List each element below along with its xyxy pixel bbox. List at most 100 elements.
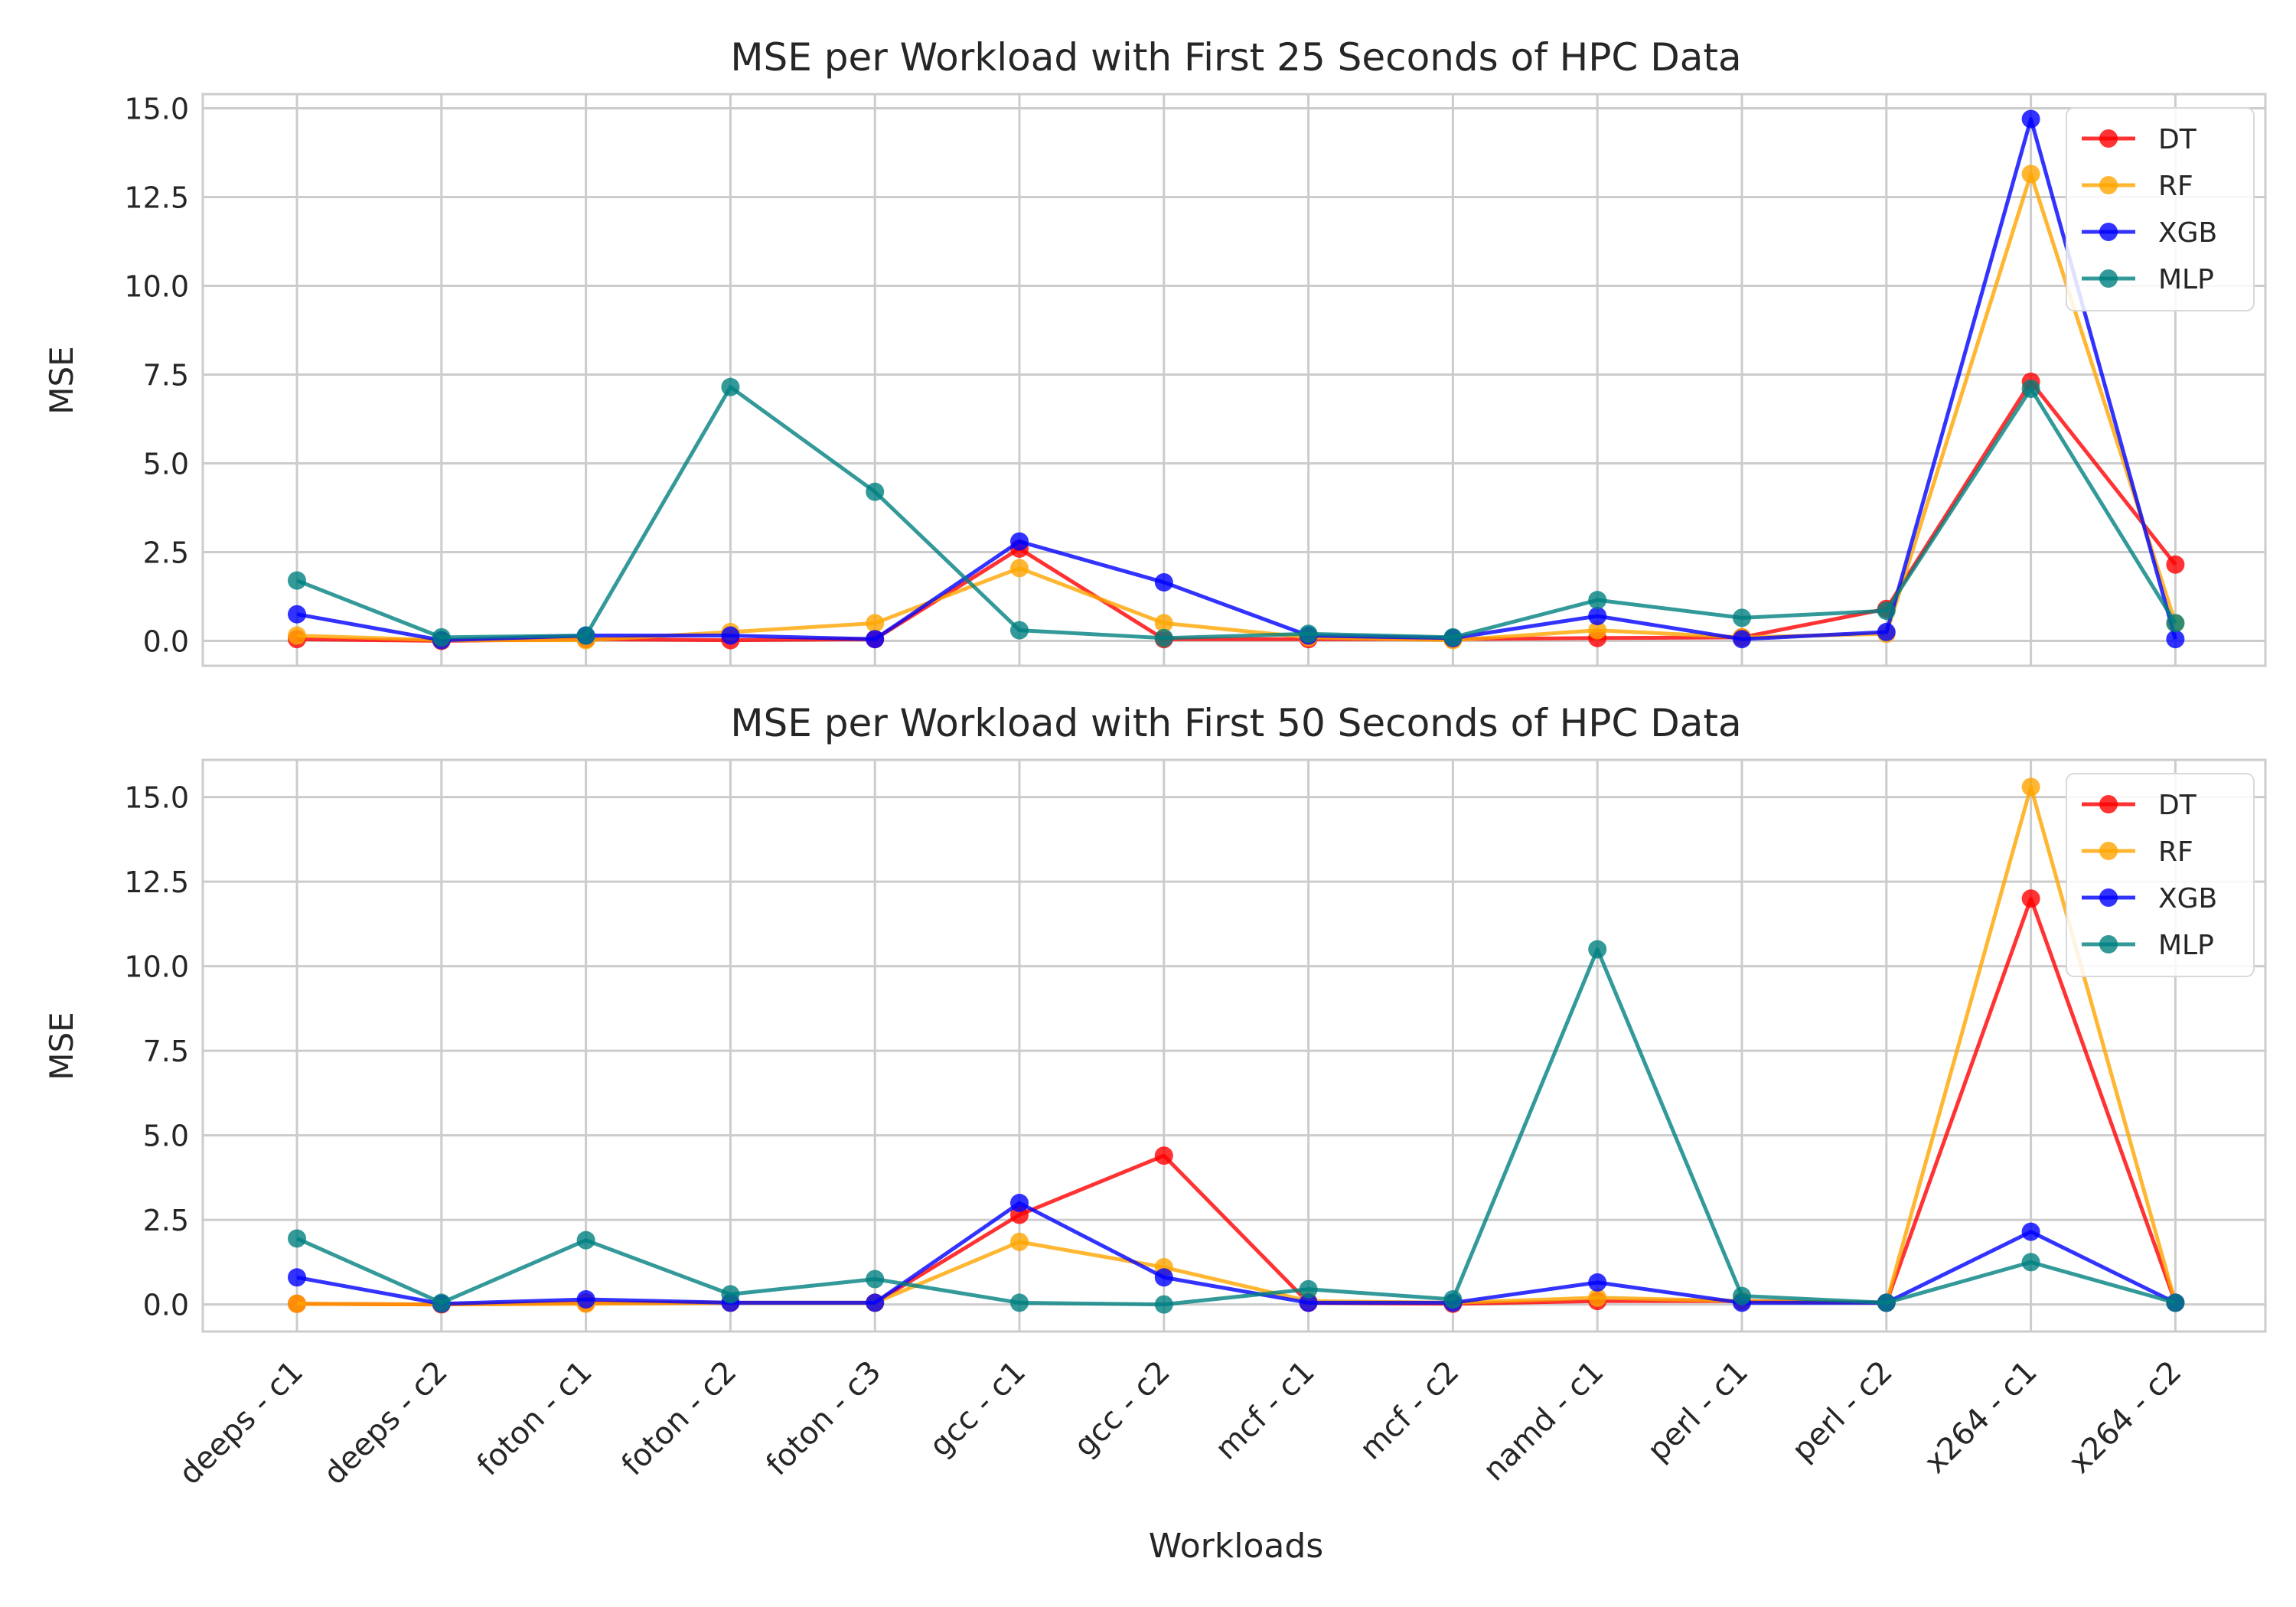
data-point-mlp [2166,614,2185,633]
legend-label-mlp: MLP [2158,930,2214,961]
data-point-mlp [1588,940,1607,959]
y-tick-label: 10.0 [124,950,189,984]
data-point-rf [288,626,306,645]
data-point-mlp [2166,1293,2185,1312]
y-tick-label: 7.5 [143,359,189,393]
data-point-rf [866,614,885,633]
data-point-mlp [2021,380,2040,399]
data-point-rf [2021,777,2040,797]
legend-label-xgb: XGB [2158,217,2217,249]
legend: DT RF XGB MLP [2066,773,2255,977]
data-point-xgb [576,1290,595,1309]
data-point-mlp [1154,1295,1173,1314]
data-point-rf [288,1294,306,1313]
y-tick-label: 0.0 [143,1289,189,1322]
plot-area [203,760,2265,1332]
legend-box [2066,107,2255,311]
data-point-xgb [1588,607,1607,626]
data-point-mlp [721,1285,740,1304]
data-point-rf [1010,1232,1029,1251]
legend-marker-dt [2099,129,2118,148]
series-lines [288,777,2185,1314]
grid [203,94,2265,666]
data-point-xgb [2021,109,2040,129]
y-tick-label: 15.0 [124,781,189,815]
y-tick-labels: 0.0 2.5 5.0 7.5 10.0 12.5 15.0 [124,781,189,1322]
data-point-xgb [1010,532,1029,551]
data-point-mlp [1877,601,1896,621]
data-point-xgb [288,1268,306,1287]
data-point-mlp [1010,1293,1029,1312]
data-point-xgb [1154,1268,1173,1287]
legend-marker-rf [2099,842,2118,860]
legend-label-dt: DT [2158,790,2197,821]
chart-title: MSE per Workload with First 50 Seconds o… [730,701,1741,745]
legend-marker-mlp [2099,269,2118,288]
y-tick-labels: 0.0 2.5 5.0 7.5 10.0 12.5 15.0 [124,93,189,659]
data-point-rf [2021,165,2040,184]
data-point-mlp [288,571,306,590]
series-line-mlp [295,947,2177,1307]
data-point-mlp [1733,608,1751,627]
data-point-dt [2166,555,2185,574]
x-axis-label: Workloads [1149,1527,1323,1566]
data-point-rf [1154,614,1173,633]
data-point-mlp [1733,1286,1751,1305]
data-point-xgb [1010,1194,1029,1213]
data-point-xgb [1154,572,1173,592]
series-lines [288,109,2185,650]
data-point-mlp [576,1231,595,1250]
data-point-mlp [1443,1290,1463,1309]
legend-label-xgb: XGB [2158,883,2217,914]
y-tick-label: 2.5 [143,1204,189,1237]
data-point-mlp [1299,1279,1318,1299]
data-point-xgb [1733,630,1751,649]
y-tick-label: 15.0 [124,93,189,126]
data-point-mlp [721,377,740,396]
data-point-xgb [866,1293,885,1312]
data-point-xgb [2021,1222,2040,1241]
legend-label-rf: RF [2158,836,2193,868]
legend-label-rf: RF [2158,171,2193,202]
y-tick-label: 12.5 [124,865,189,899]
y-axis-label: MSE [43,1012,80,1080]
data-point-mlp [1154,628,1173,647]
data-point-dt [2021,889,2040,908]
data-point-xgb [1299,1293,1318,1312]
data-point-rf [1588,621,1607,640]
chart-25-seconds: MSE per Workload with First 25 Seconds o… [43,35,2267,667]
y-axis-label: MSE [43,346,80,414]
y-tick-label: 10.0 [124,270,189,304]
data-point-mlp [866,1270,885,1289]
data-point-mlp [2021,1253,2040,1272]
data-point-mlp [866,482,885,501]
legend-label-dt: DT [2158,124,2197,155]
legend-box [2066,773,2255,977]
y-tick-label: 0.0 [143,625,189,659]
data-point-mlp [1299,624,1318,644]
data-point-xgb [721,626,740,645]
legend-marker-mlp [2099,935,2118,953]
data-point-xgb [1588,1273,1607,1292]
data-point-xgb [866,630,885,649]
plot-area [203,94,2265,666]
series-line-mlp [296,385,2177,641]
y-tick-label: 5.0 [143,1120,189,1153]
y-tick-label: 12.5 [124,181,189,215]
data-point-xgb [1877,622,1896,641]
plot-frame [201,758,2267,1333]
grid [203,760,2265,1332]
data-point-mlp [1443,627,1463,647]
y-tick-label: 5.0 [143,448,189,481]
data-point-mlp [288,1229,306,1248]
data-point-xgb [288,605,306,624]
chart-50-seconds: MSE per Workload with First 50 Seconds o… [43,701,2267,1566]
data-point-mlp [432,1293,451,1312]
data-point-rf [1588,1288,1607,1307]
y-tick-label: 2.5 [143,536,189,570]
data-point-mlp [1588,591,1607,610]
y-tick-label: 7.5 [143,1035,189,1068]
data-point-mlp [576,626,595,645]
legend: DT RF XGB MLP [2066,107,2255,311]
legend-marker-rf [2099,176,2118,194]
